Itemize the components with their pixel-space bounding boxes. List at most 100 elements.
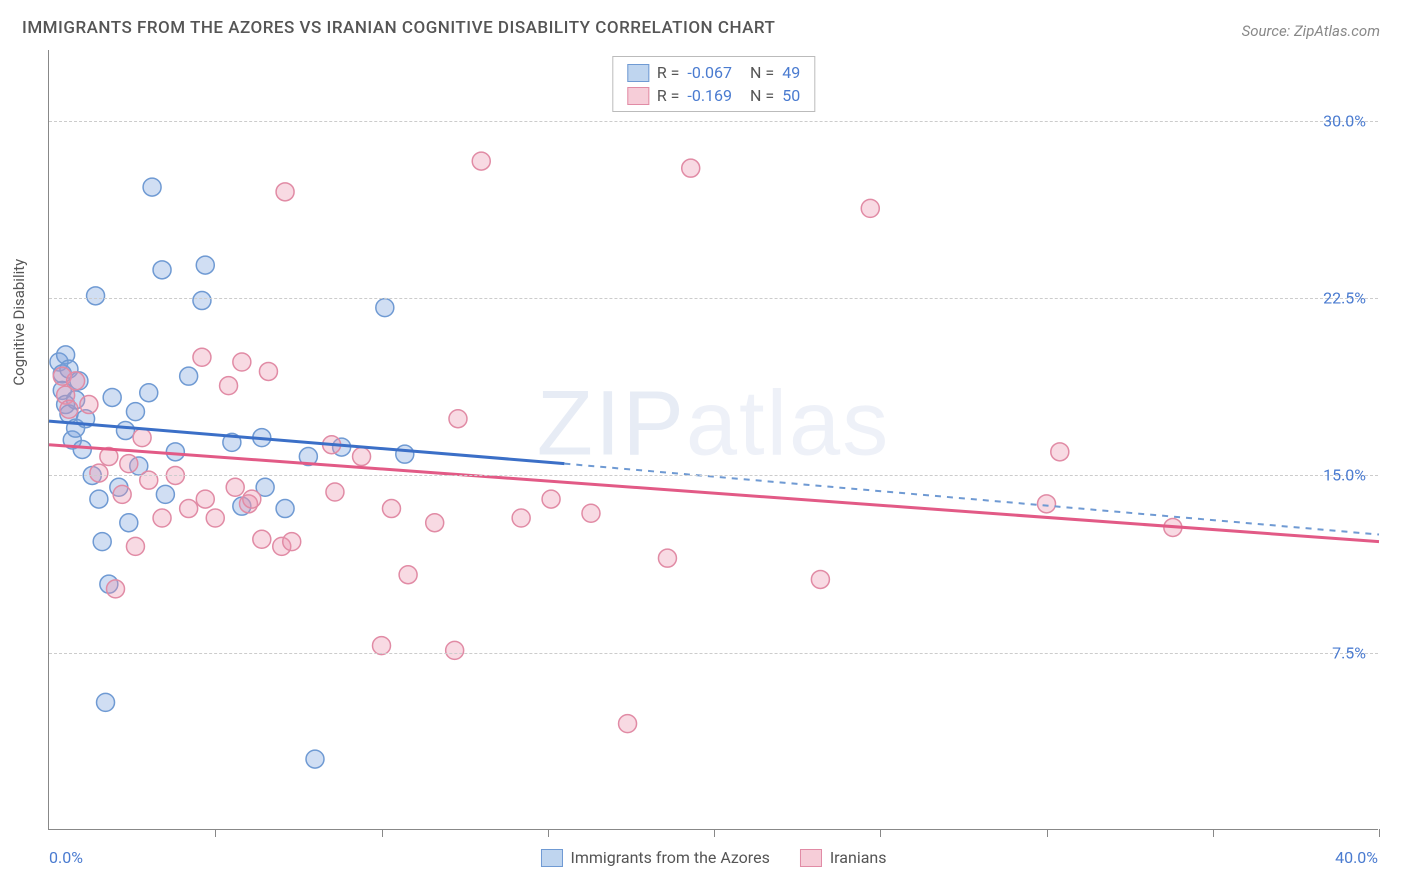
scatter-point <box>97 693 115 711</box>
scatter-point <box>140 384 158 402</box>
source-label: Source: ZipAtlas.com <box>1242 22 1380 40</box>
scatter-point <box>80 396 98 414</box>
scatter-point <box>1038 495 1056 513</box>
gridline-h <box>49 653 1378 654</box>
x-tick <box>1213 829 1214 837</box>
scatter-point <box>87 287 105 305</box>
plot-area: Cognitive Disability ZIPatlas R = -0.067… <box>48 50 1378 830</box>
scatter-point <box>93 533 111 551</box>
scatter-point <box>861 199 879 217</box>
scatter-point <box>353 448 371 466</box>
x-tick <box>382 829 383 837</box>
scatter-point <box>140 471 158 489</box>
scatter-point <box>143 178 161 196</box>
x-tick <box>215 829 216 837</box>
legend-n-label: N = <box>750 86 774 105</box>
scatter-point <box>682 159 700 177</box>
scatter-point <box>399 566 417 584</box>
scatter-point <box>180 500 198 518</box>
y-tick-label: 22.5% <box>1323 289 1366 308</box>
scatter-point <box>156 485 174 503</box>
scatter-point <box>90 490 108 508</box>
scatter-point <box>582 504 600 522</box>
scatter-point <box>113 485 131 503</box>
x-min-label: 0.0% <box>49 848 83 867</box>
scatter-point <box>90 464 108 482</box>
scatter-point <box>658 549 676 567</box>
legend-n-label: N = <box>750 63 774 82</box>
x-tick <box>1047 829 1048 837</box>
x-tick <box>714 829 715 837</box>
scatter-point <box>220 377 238 395</box>
scatter-point <box>120 455 138 473</box>
scatter-point <box>512 509 530 527</box>
scatter-point <box>60 400 78 418</box>
bottom-legend-item: Iranians <box>800 848 887 867</box>
scatter-point <box>426 514 444 532</box>
scatter-point <box>396 445 414 463</box>
y-axis-title: Cognitive Disability <box>10 258 28 385</box>
x-tick <box>548 829 549 837</box>
x-tick <box>1379 829 1380 837</box>
scatter-point <box>133 429 151 447</box>
x-tick <box>880 829 881 837</box>
scatter-point <box>226 478 244 496</box>
bottom-legend: Immigrants from the Azores Iranians <box>540 848 886 867</box>
scatter-point <box>193 348 211 366</box>
y-tick-label: 7.5% <box>1332 643 1366 662</box>
scatter-point <box>73 440 91 458</box>
scatter-point <box>446 641 464 659</box>
legend-n-value: 49 <box>782 63 800 82</box>
bottom-legend-label: Iranians <box>830 848 887 867</box>
y-tick-label: 30.0% <box>1323 111 1366 130</box>
scatter-point <box>283 533 301 551</box>
scatter-point <box>306 750 324 768</box>
legend-swatch <box>627 87 649 105</box>
bottom-legend-item: Immigrants from the Azores <box>540 848 769 867</box>
legend-swatch <box>627 64 649 82</box>
legend-r-label: R = <box>657 86 680 105</box>
scatter-point <box>243 490 261 508</box>
scatter-point <box>193 292 211 310</box>
gridline-h <box>49 121 1378 122</box>
scatter-point <box>206 509 224 527</box>
scatter-point <box>166 443 184 461</box>
scatter-point <box>542 490 560 508</box>
legend-swatch <box>540 849 562 867</box>
scatter-point <box>382 500 400 518</box>
legend-r-value: -0.169 <box>687 86 732 105</box>
scatter-point <box>107 580 125 598</box>
scatter-point <box>276 183 294 201</box>
scatter-point <box>126 537 144 555</box>
scatter-point <box>326 483 344 501</box>
gridline-h <box>49 475 1378 476</box>
scatter-point <box>233 353 251 371</box>
scatter-point <box>196 256 214 274</box>
scatter-point <box>120 514 138 532</box>
legend-row: R = -0.169 N = 50 <box>627 84 800 107</box>
scatter-point <box>116 422 134 440</box>
chart-container: IMMIGRANTS FROM THE AZORES VS IRANIAN CO… <box>0 0 1406 892</box>
legend-n-value: 50 <box>782 86 800 105</box>
scatter-point <box>259 362 277 380</box>
legend-row: R = -0.067 N = 49 <box>627 61 800 84</box>
scatter-point <box>180 367 198 385</box>
legend-r-label: R = <box>657 63 680 82</box>
scatter-point <box>153 509 171 527</box>
trendline-azores-ext <box>564 464 1379 535</box>
x-max-label: 40.0% <box>1335 848 1378 867</box>
scatter-point <box>1051 443 1069 461</box>
gridline-h <box>49 298 1378 299</box>
scatter-point <box>276 500 294 518</box>
chart-title: IMMIGRANTS FROM THE AZORES VS IRANIAN CO… <box>22 18 775 38</box>
legend-r-value: -0.067 <box>687 63 732 82</box>
scatter-point <box>253 530 271 548</box>
scatter-point <box>376 299 394 317</box>
scatter-point <box>126 403 144 421</box>
plot-svg <box>49 50 1378 829</box>
scatter-point <box>619 715 637 733</box>
bottom-legend-label: Immigrants from the Azores <box>570 848 769 867</box>
scatter-point <box>472 152 490 170</box>
scatter-point <box>811 570 829 588</box>
y-tick-label: 15.0% <box>1323 466 1366 485</box>
